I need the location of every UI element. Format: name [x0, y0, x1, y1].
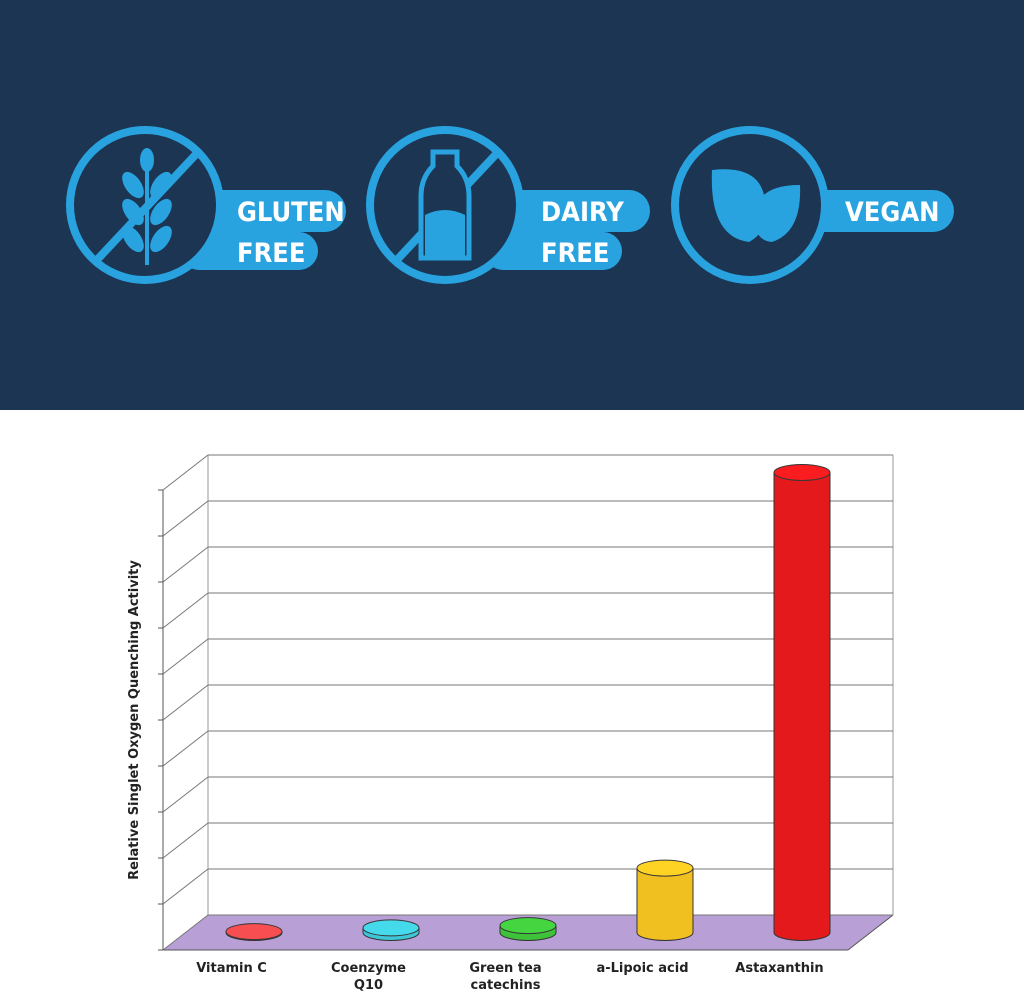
x-tick-label: Vitamin C — [196, 961, 267, 976]
grid-line-side — [162, 730, 209, 767]
badge: GLUTEN FREE — [66, 126, 346, 284]
grid-line-side — [162, 776, 209, 813]
bar — [636, 859, 694, 941]
bar — [499, 917, 557, 941]
badge-label: GLUTEN — [237, 197, 345, 228]
badge-label: FREE — [541, 238, 610, 269]
bar-top — [773, 464, 831, 481]
bar — [773, 464, 831, 941]
grid-line-side — [162, 822, 209, 859]
badge: VEGAN — [671, 126, 954, 284]
grid-line-side — [162, 684, 209, 721]
x-tick-label: Coenzyme Q10 — [331, 961, 406, 993]
grid-line-side — [162, 868, 209, 905]
bar-top — [225, 923, 283, 941]
x-tick-label: Astaxanthin — [735, 961, 824, 976]
grid-line-side — [162, 914, 209, 951]
bar-body — [637, 868, 693, 933]
badge-label: VEGAN — [845, 197, 939, 228]
badge: DAIRY FREE — [366, 126, 650, 284]
bar-top — [362, 919, 420, 937]
badge-banner: GLUTEN FREE DAIRY FREE VEGAN — [0, 0, 1024, 410]
y-axis-title: Relative Singlet Oxygen Quenching Activi… — [127, 560, 142, 880]
grid-line-side — [162, 592, 209, 629]
x-tick-label: Green tea catechins — [469, 961, 542, 993]
bar — [225, 923, 283, 941]
chart: Relative Singlet Oxygen Quenching Activi… — [127, 454, 894, 951]
badge-label: DAIRY — [541, 197, 624, 228]
bar — [362, 919, 420, 941]
x-tick-label: a-Lipoic acid — [596, 961, 689, 976]
floor-edge — [847, 914, 894, 951]
badge-label: FREE — [237, 238, 306, 269]
bar-body — [774, 472, 830, 933]
grid-line-side — [162, 454, 209, 491]
grid-line-side — [162, 638, 209, 675]
grid-line-side — [162, 546, 209, 583]
bar-top — [499, 917, 557, 935]
bar-top — [636, 859, 694, 877]
grid-line-side — [162, 500, 209, 537]
